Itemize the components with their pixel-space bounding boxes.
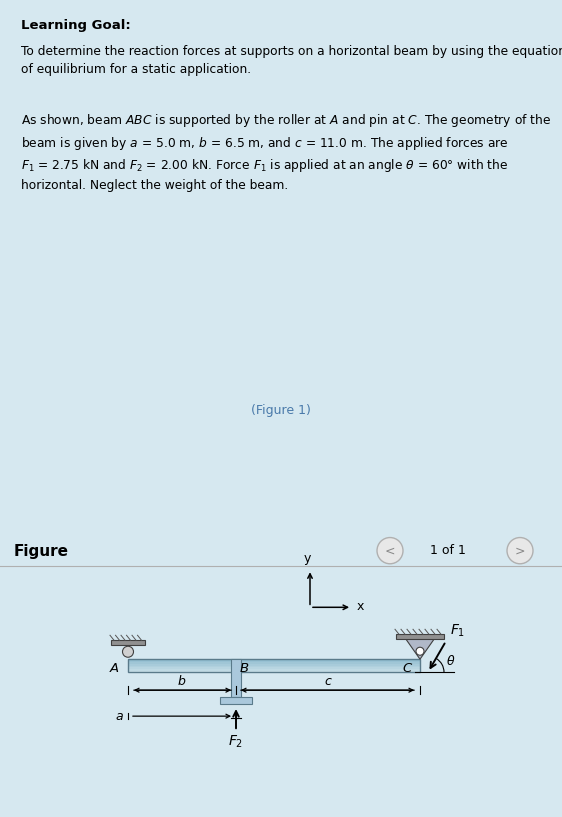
Text: >: > xyxy=(515,544,525,557)
Text: Figure: Figure xyxy=(14,543,69,559)
Polygon shape xyxy=(128,659,420,661)
Circle shape xyxy=(377,538,403,564)
Text: Learning Goal:: Learning Goal: xyxy=(21,19,131,32)
Text: As shown, beam $ABC$ is supported by the roller at $A$ and pin at $C$. The geome: As shown, beam $ABC$ is supported by the… xyxy=(21,113,552,192)
Polygon shape xyxy=(231,659,241,697)
Text: $F_1$: $F_1$ xyxy=(450,623,465,639)
Text: y: y xyxy=(303,552,311,565)
Polygon shape xyxy=(128,671,420,672)
Text: (Figure 1): (Figure 1) xyxy=(251,404,311,417)
Text: $a$: $a$ xyxy=(115,710,124,723)
Polygon shape xyxy=(128,663,420,664)
Text: To determine the reaction forces at supports on a horizontal beam by using the e: To determine the reaction forces at supp… xyxy=(21,46,562,76)
Text: $c$: $c$ xyxy=(324,675,332,688)
Circle shape xyxy=(416,647,424,655)
Text: $B$: $B$ xyxy=(239,663,250,675)
Text: 1 of 1: 1 of 1 xyxy=(430,543,466,556)
Polygon shape xyxy=(128,661,420,663)
Polygon shape xyxy=(128,667,420,669)
Text: <: < xyxy=(385,544,395,557)
Polygon shape xyxy=(396,634,444,639)
Circle shape xyxy=(123,646,134,657)
Polygon shape xyxy=(406,639,434,659)
Polygon shape xyxy=(128,664,420,666)
Polygon shape xyxy=(220,697,252,704)
Text: $\theta$: $\theta$ xyxy=(446,654,455,668)
Polygon shape xyxy=(128,666,420,667)
Text: $b$: $b$ xyxy=(178,674,187,688)
Circle shape xyxy=(507,538,533,564)
Polygon shape xyxy=(128,669,420,671)
Polygon shape xyxy=(111,641,145,645)
Text: $A$: $A$ xyxy=(109,663,120,675)
Text: x: x xyxy=(357,600,364,613)
Text: $F_2$: $F_2$ xyxy=(228,733,243,749)
Text: $C$: $C$ xyxy=(402,663,413,675)
